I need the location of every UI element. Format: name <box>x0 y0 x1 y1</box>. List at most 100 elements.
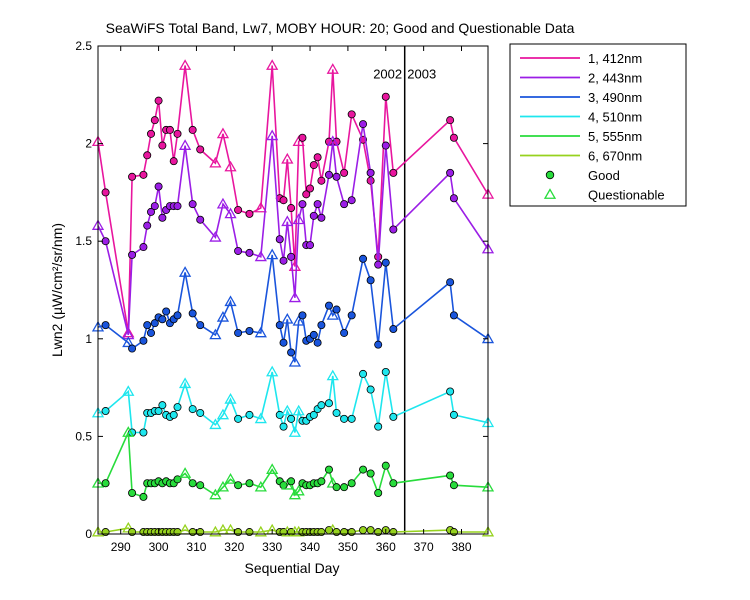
good-point <box>128 172 137 181</box>
x-tick-label: 380 <box>451 540 471 554</box>
legend: 1, 412nm 2, 443nm 3, 490nm 4, 510nm 5, 555nm… <box>509 43 687 207</box>
good-point <box>173 528 182 537</box>
good-point <box>381 367 390 376</box>
good-point <box>234 246 243 255</box>
good-point <box>139 243 148 252</box>
questionable-point <box>91 525 105 537</box>
questionable-point <box>281 152 294 164</box>
good-point <box>101 407 110 416</box>
x-tick-label: 340 <box>300 540 320 554</box>
good-point <box>306 184 315 193</box>
y-tick-label: 0 <box>85 527 92 541</box>
good-point <box>128 489 137 498</box>
good-point <box>173 311 182 320</box>
good-point <box>234 528 243 537</box>
good-point <box>324 465 333 474</box>
good-point <box>188 200 197 209</box>
good-point <box>287 348 296 357</box>
good-point <box>366 168 375 177</box>
good-point <box>173 129 182 138</box>
good-point <box>196 321 205 330</box>
good-point <box>374 422 383 431</box>
good-point <box>359 254 368 263</box>
good-point <box>347 196 356 205</box>
good-point <box>139 336 148 345</box>
good-point <box>374 260 383 269</box>
good-point <box>158 315 167 324</box>
good-point <box>332 483 341 492</box>
good-point <box>389 225 398 234</box>
questionable-point <box>216 127 230 139</box>
good-point <box>154 182 163 191</box>
good-point <box>389 325 398 334</box>
good-point <box>340 200 349 209</box>
good-point <box>143 221 152 230</box>
good-point <box>279 196 288 205</box>
questionable-point <box>122 426 135 437</box>
questionable-point <box>209 156 222 168</box>
good-point <box>154 407 163 416</box>
good-point <box>165 125 174 134</box>
questionable-point <box>326 63 339 74</box>
good-point <box>309 330 318 339</box>
good-point <box>446 168 455 177</box>
good-point <box>381 461 390 470</box>
legend-label: 2, 443nm <box>588 71 642 86</box>
questionable-point <box>288 291 302 303</box>
good-point <box>374 340 383 349</box>
good-point <box>279 256 288 265</box>
good-point <box>340 328 349 337</box>
good-point <box>359 120 368 129</box>
x-tick-label: 360 <box>376 540 396 554</box>
good-point <box>298 200 307 209</box>
questionable-point <box>326 369 339 381</box>
good-point <box>196 408 205 417</box>
x-tick-label: 330 <box>262 540 282 554</box>
good-point <box>446 387 455 396</box>
year-label: 2003 <box>407 66 436 81</box>
questionable-point <box>254 525 267 537</box>
good-point <box>324 301 333 310</box>
good-point <box>188 309 197 318</box>
questionable-point <box>292 484 305 496</box>
good-point <box>279 338 288 347</box>
questionable-point <box>216 197 230 209</box>
questionable-point <box>209 525 222 537</box>
good-point <box>139 428 148 437</box>
questionable-point <box>178 139 192 150</box>
good-point <box>150 116 159 125</box>
good-point <box>287 252 296 261</box>
good-point <box>359 526 368 535</box>
questionable-point <box>288 426 302 437</box>
good-point <box>340 483 349 492</box>
questionable-point <box>326 135 339 147</box>
questionable-point <box>266 129 279 141</box>
good-point <box>302 190 311 199</box>
good-point <box>101 321 110 330</box>
questionable-point <box>178 59 192 70</box>
good-point <box>234 414 243 423</box>
good-point <box>150 319 159 328</box>
good-point <box>324 170 333 179</box>
questionable-point <box>122 336 135 348</box>
legend-label: 3, 490nm <box>588 90 642 105</box>
good-point <box>196 215 205 224</box>
y-tick-label: 0.5 <box>75 429 92 443</box>
questionable-point <box>266 59 279 70</box>
questionable-point <box>224 207 237 219</box>
good-point <box>234 328 243 337</box>
good-point <box>366 469 375 478</box>
good-point <box>143 151 152 160</box>
questionable-point <box>254 201 267 213</box>
good-point <box>234 481 243 490</box>
good-point <box>374 528 383 537</box>
questionable-point <box>216 480 230 492</box>
x-tick-label: 290 <box>111 540 131 554</box>
good-point <box>101 237 110 246</box>
good-point <box>169 157 178 166</box>
questionable-point <box>292 314 305 326</box>
x-tick-label: 370 <box>414 540 434 554</box>
good-point <box>287 477 296 486</box>
good-point <box>309 161 318 170</box>
